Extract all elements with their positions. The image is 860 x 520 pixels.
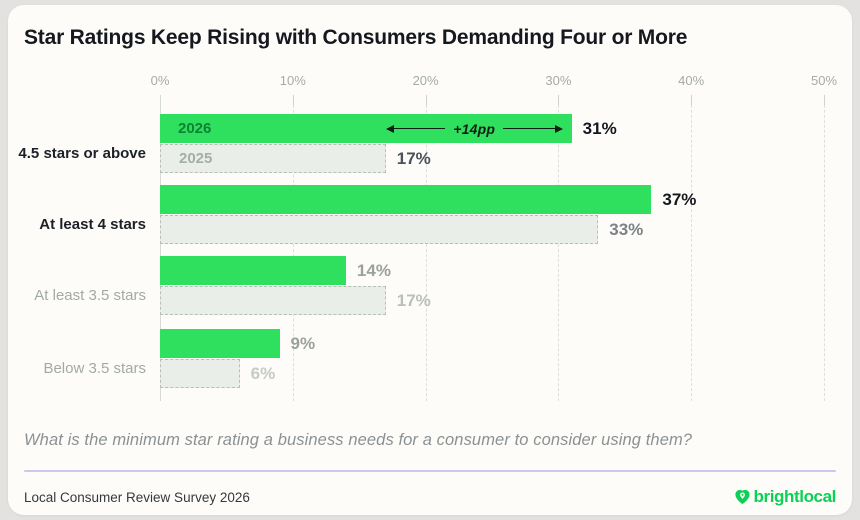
bar-2026 [160, 185, 652, 214]
bar-year-label: 2025 [179, 150, 213, 167]
gridline [292, 95, 294, 401]
bar-2026: 2026 +14pp [160, 114, 572, 143]
axis-tick-label: 40% [678, 73, 705, 88]
value-label: 14% [356, 261, 391, 280]
value-label: 6% [250, 364, 276, 383]
gridline [558, 95, 560, 401]
arrow-right-icon [554, 124, 563, 133]
axis-tick-label: 0% [150, 73, 170, 88]
gridline [824, 95, 825, 401]
axis-tick [558, 95, 560, 105]
bar-2025 [160, 359, 240, 388]
heart-pin-icon [734, 489, 751, 505]
axis-tick [824, 95, 825, 105]
category-label: At least 4 stars [39, 215, 146, 233]
footer-bar: Local Consumer Review Survey 2026 bright… [24, 484, 836, 510]
axis-tick [425, 95, 427, 105]
axis-tick-label: 30% [545, 73, 572, 88]
value-label: 37% [662, 190, 697, 209]
category-label: At least 3.5 stars [34, 286, 146, 304]
brand-logo: brightlocal [734, 487, 837, 507]
gridline [691, 95, 693, 401]
gridline [425, 95, 427, 401]
value-label: 9% [290, 334, 316, 353]
bar-2025: 2025 [160, 144, 386, 173]
bar-2025 [160, 286, 386, 315]
bar-2025 [160, 215, 599, 244]
footer-divider [24, 470, 836, 472]
value-label: 31% [582, 119, 617, 138]
axis-tick-label: 10% [279, 73, 306, 88]
bar-year-label: 2026 [178, 120, 212, 137]
arrow-left-icon [385, 124, 394, 133]
survey-question: What is the minimum star rating a busine… [24, 431, 693, 449]
axis-tick [691, 95, 693, 105]
bar-2026 [160, 256, 346, 285]
value-label: 17% [396, 291, 431, 310]
plot-area: 0% 10% 20% 30% 40% 50% 4.5 stars or above 2026 +… [18, 73, 837, 401]
chart-title: Star Ratings Keep Rising with Consumers … [24, 26, 688, 49]
source-label: Local Consumer Review Survey 2026 [24, 489, 250, 505]
delta-annotation: +14pp [385, 114, 563, 143]
axis-tick-label: 20% [412, 73, 439, 88]
value-label: 17% [396, 149, 431, 168]
category-label: Below 3.5 stars [43, 359, 146, 377]
category-label: 4.5 stars or above [18, 144, 146, 162]
gridline [160, 95, 161, 401]
axis-tick [292, 95, 294, 105]
bar-2026 [160, 329, 280, 358]
arrow-line [393, 127, 446, 130]
value-label: 33% [609, 220, 644, 239]
chart-card: Star Ratings Keep Rising with Consumers … [8, 5, 852, 515]
brand-name: brightlocal [753, 487, 837, 506]
delta-label: +14pp [453, 120, 496, 137]
axis-tick-label: 50% [810, 73, 838, 88]
arrow-line [503, 127, 555, 130]
